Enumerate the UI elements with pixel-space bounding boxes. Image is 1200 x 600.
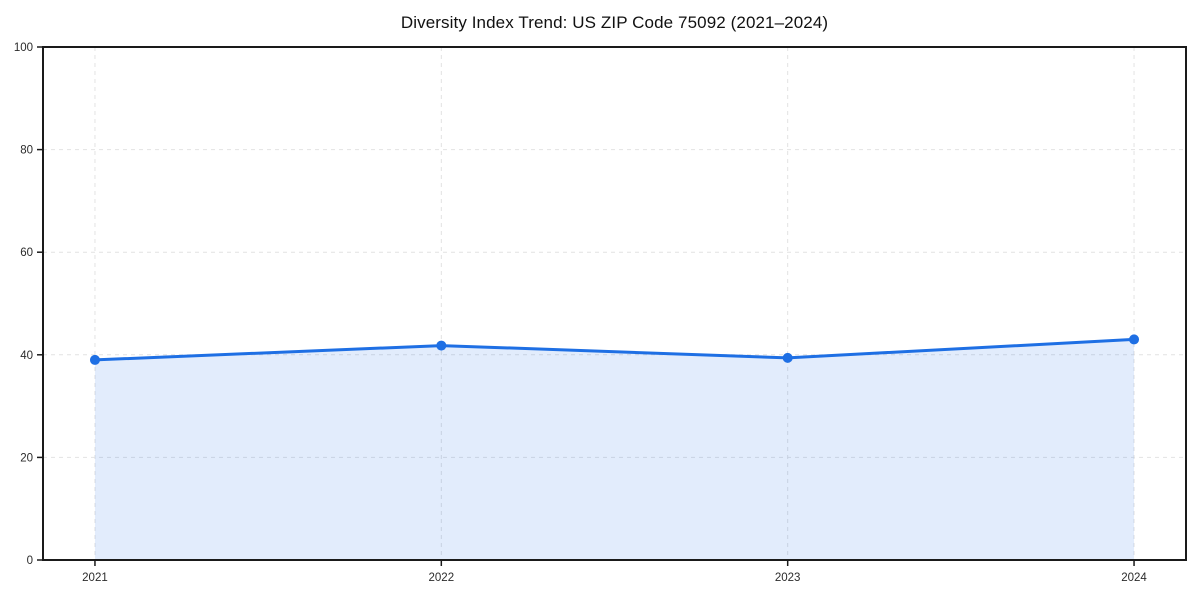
x-tick-label: 2024: [1121, 572, 1147, 584]
data-point-marker: [436, 340, 447, 351]
y-tick-label: 40: [20, 350, 33, 362]
y-tick-label: 100: [14, 42, 33, 54]
y-tick-label: 20: [20, 452, 33, 464]
x-tick-label: 2022: [429, 572, 455, 584]
x-tick-label: 2023: [775, 572, 801, 584]
x-tick-label: 2021: [82, 572, 108, 584]
area-fill: [94, 339, 1135, 560]
data-point-marker: [1129, 334, 1140, 345]
y-tick-label: 80: [20, 145, 33, 157]
y-tick-label: 60: [20, 247, 33, 259]
plot-border: [42, 46, 1187, 561]
data-point-marker: [89, 354, 100, 365]
trend-line: [93, 337, 1136, 362]
data-point-marker: [782, 352, 793, 363]
y-tick-label: 0: [27, 555, 33, 567]
chart-title: Diversity Index Trend: US ZIP Code 75092…: [400, 13, 829, 32]
